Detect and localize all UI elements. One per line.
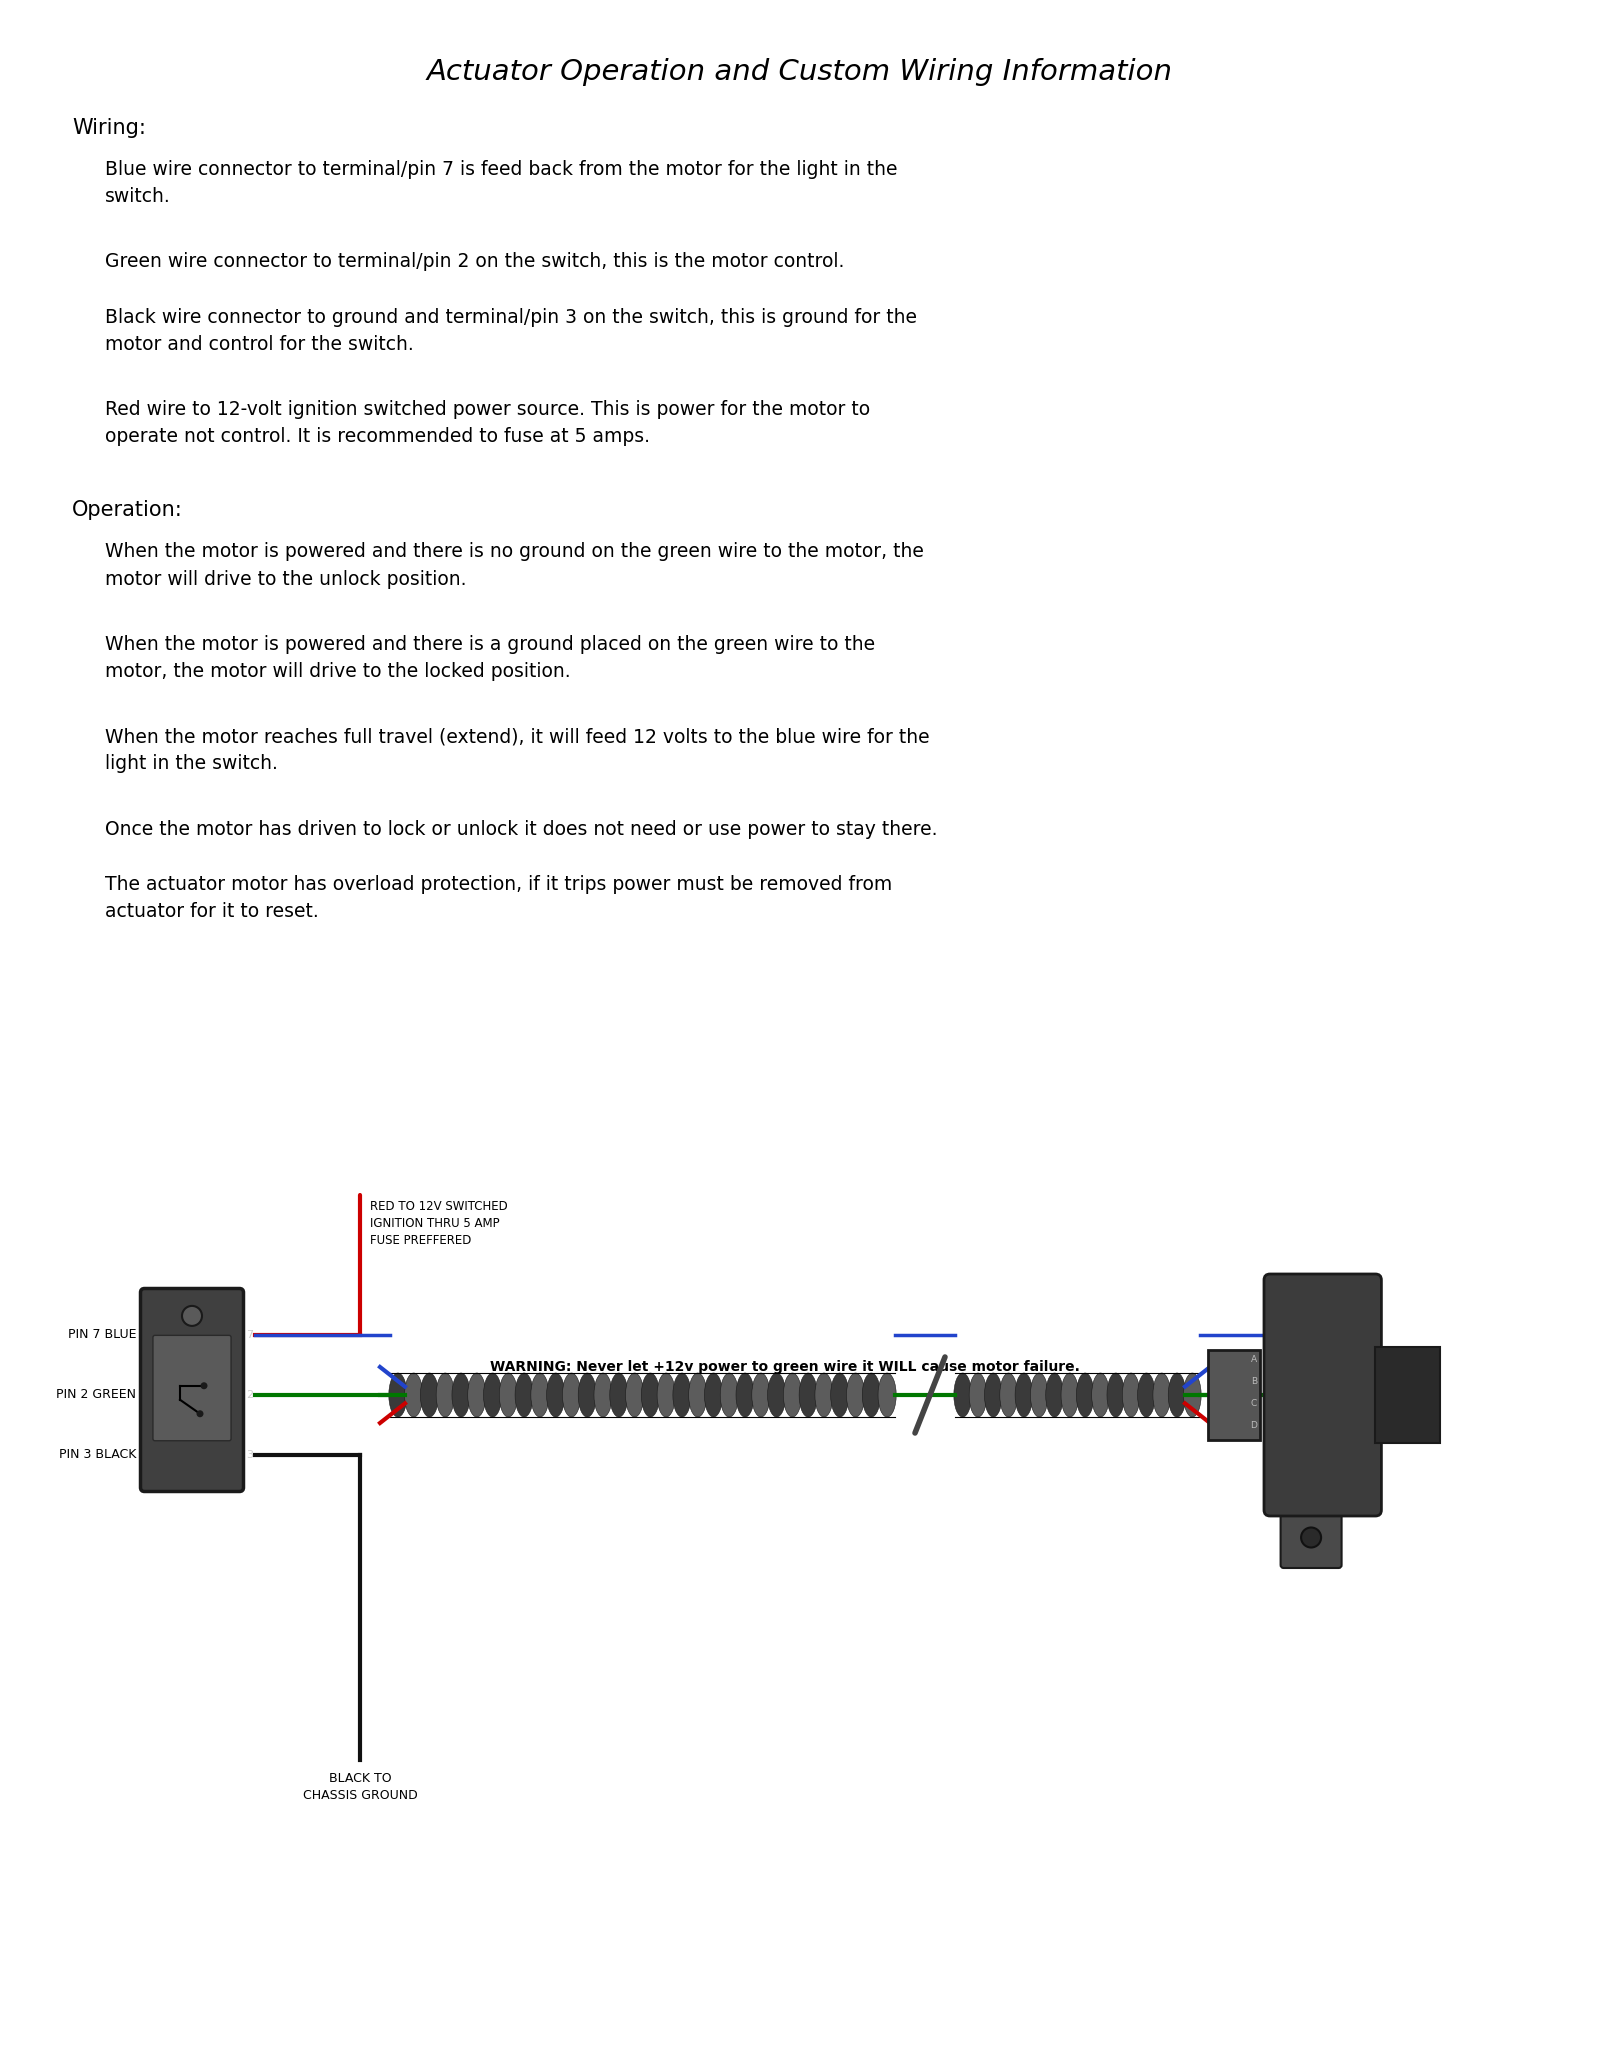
Ellipse shape [515,1372,533,1418]
Ellipse shape [563,1372,581,1418]
Ellipse shape [642,1372,659,1418]
Text: Once the motor has driven to lock or unlock it does not need or use power to sta: Once the motor has driven to lock or unl… [106,820,938,838]
Text: A: A [1251,1356,1258,1364]
Text: PIN 7 BLUE: PIN 7 BLUE [67,1329,136,1341]
Ellipse shape [784,1372,802,1418]
Text: When the motor is powered and there is a ground placed on the green wire to the
: When the motor is powered and there is a… [106,635,875,681]
Text: BLACK TO
CHASSIS GROUND: BLACK TO CHASSIS GROUND [302,1772,418,1803]
Text: Red wire to 12-volt ignition switched power source. This is power for the motor : Red wire to 12-volt ignition switched po… [106,400,870,447]
Text: When the motor is powered and there is no ground on the green wire to the motor,: When the motor is powered and there is n… [106,542,923,588]
Ellipse shape [451,1372,470,1418]
Text: When the motor reaches full travel (extend), it will feed 12 volts to the blue w: When the motor reaches full travel (exte… [106,727,930,774]
FancyBboxPatch shape [1264,1273,1381,1515]
Ellipse shape [1168,1372,1186,1418]
Text: 7: 7 [246,1331,254,1339]
Ellipse shape [1014,1372,1032,1418]
Ellipse shape [688,1372,707,1418]
Ellipse shape [547,1372,565,1418]
Ellipse shape [1046,1372,1064,1418]
Ellipse shape [578,1372,597,1418]
Text: PIN 3 BLACK: PIN 3 BLACK [59,1449,136,1461]
Text: Blue wire connector to terminal/pin 7 is feed back from the motor for the light : Blue wire connector to terminal/pin 7 is… [106,159,898,207]
Ellipse shape [626,1372,643,1418]
Text: Actuator Operation and Custom Wiring Information: Actuator Operation and Custom Wiring Inf… [427,58,1173,87]
Ellipse shape [1138,1372,1155,1418]
Circle shape [1301,1528,1322,1548]
Text: PIN 2 GREEN: PIN 2 GREEN [56,1389,136,1401]
FancyBboxPatch shape [154,1335,230,1441]
Ellipse shape [768,1372,786,1418]
Text: C: C [1251,1399,1258,1408]
Ellipse shape [752,1372,770,1418]
Text: RED TO 12V SWITCHED
IGNITION THRU 5 AMP
FUSE PREFFERED: RED TO 12V SWITCHED IGNITION THRU 5 AMP … [370,1201,507,1246]
Circle shape [197,1410,203,1418]
Ellipse shape [1077,1372,1094,1418]
Ellipse shape [610,1372,627,1418]
Ellipse shape [814,1372,834,1418]
Text: Operation:: Operation: [72,501,182,520]
Ellipse shape [846,1372,864,1418]
Ellipse shape [1122,1372,1139,1418]
Ellipse shape [483,1372,502,1418]
FancyBboxPatch shape [141,1288,243,1492]
Ellipse shape [1000,1372,1018,1418]
Ellipse shape [389,1372,406,1418]
Text: Wiring:: Wiring: [72,118,146,139]
Text: Green wire connector to terminal/pin 2 on the switch, this is the motor control.: Green wire connector to terminal/pin 2 o… [106,253,845,271]
Ellipse shape [1061,1372,1078,1418]
Ellipse shape [798,1372,818,1418]
Ellipse shape [421,1372,438,1418]
Bar [1208,1350,1261,1441]
Ellipse shape [720,1372,738,1418]
Ellipse shape [531,1372,549,1418]
Ellipse shape [405,1372,422,1418]
Ellipse shape [1184,1372,1202,1418]
Text: D: D [1251,1422,1258,1430]
Text: Black wire connector to ground and terminal/pin 3 on the switch, this is ground : Black wire connector to ground and termi… [106,308,917,354]
Text: 3: 3 [246,1449,253,1459]
Ellipse shape [1107,1372,1125,1418]
Circle shape [182,1306,202,1327]
Text: The actuator motor has overload protection, if it trips power must be removed fr: The actuator motor has overload protecti… [106,876,893,921]
Ellipse shape [1154,1372,1171,1418]
Ellipse shape [499,1372,517,1418]
Ellipse shape [954,1372,971,1418]
Ellipse shape [437,1372,454,1418]
Ellipse shape [1091,1372,1109,1418]
Ellipse shape [658,1372,675,1418]
Ellipse shape [862,1372,880,1418]
Ellipse shape [674,1372,691,1418]
Circle shape [200,1383,208,1389]
Ellipse shape [878,1372,896,1418]
Text: B: B [1251,1377,1258,1387]
FancyBboxPatch shape [1280,1507,1341,1567]
Ellipse shape [1030,1372,1048,1418]
Ellipse shape [970,1372,987,1418]
Ellipse shape [594,1372,613,1418]
Ellipse shape [467,1372,486,1418]
Ellipse shape [704,1372,723,1418]
Ellipse shape [830,1372,850,1418]
Text: 2: 2 [246,1389,254,1399]
Ellipse shape [984,1372,1002,1418]
Ellipse shape [736,1372,754,1418]
Bar [1376,1348,1440,1443]
Text: WARNING: Never let +12v power to green wire it WILL cause motor failure.: WARNING: Never let +12v power to green w… [490,1360,1080,1374]
